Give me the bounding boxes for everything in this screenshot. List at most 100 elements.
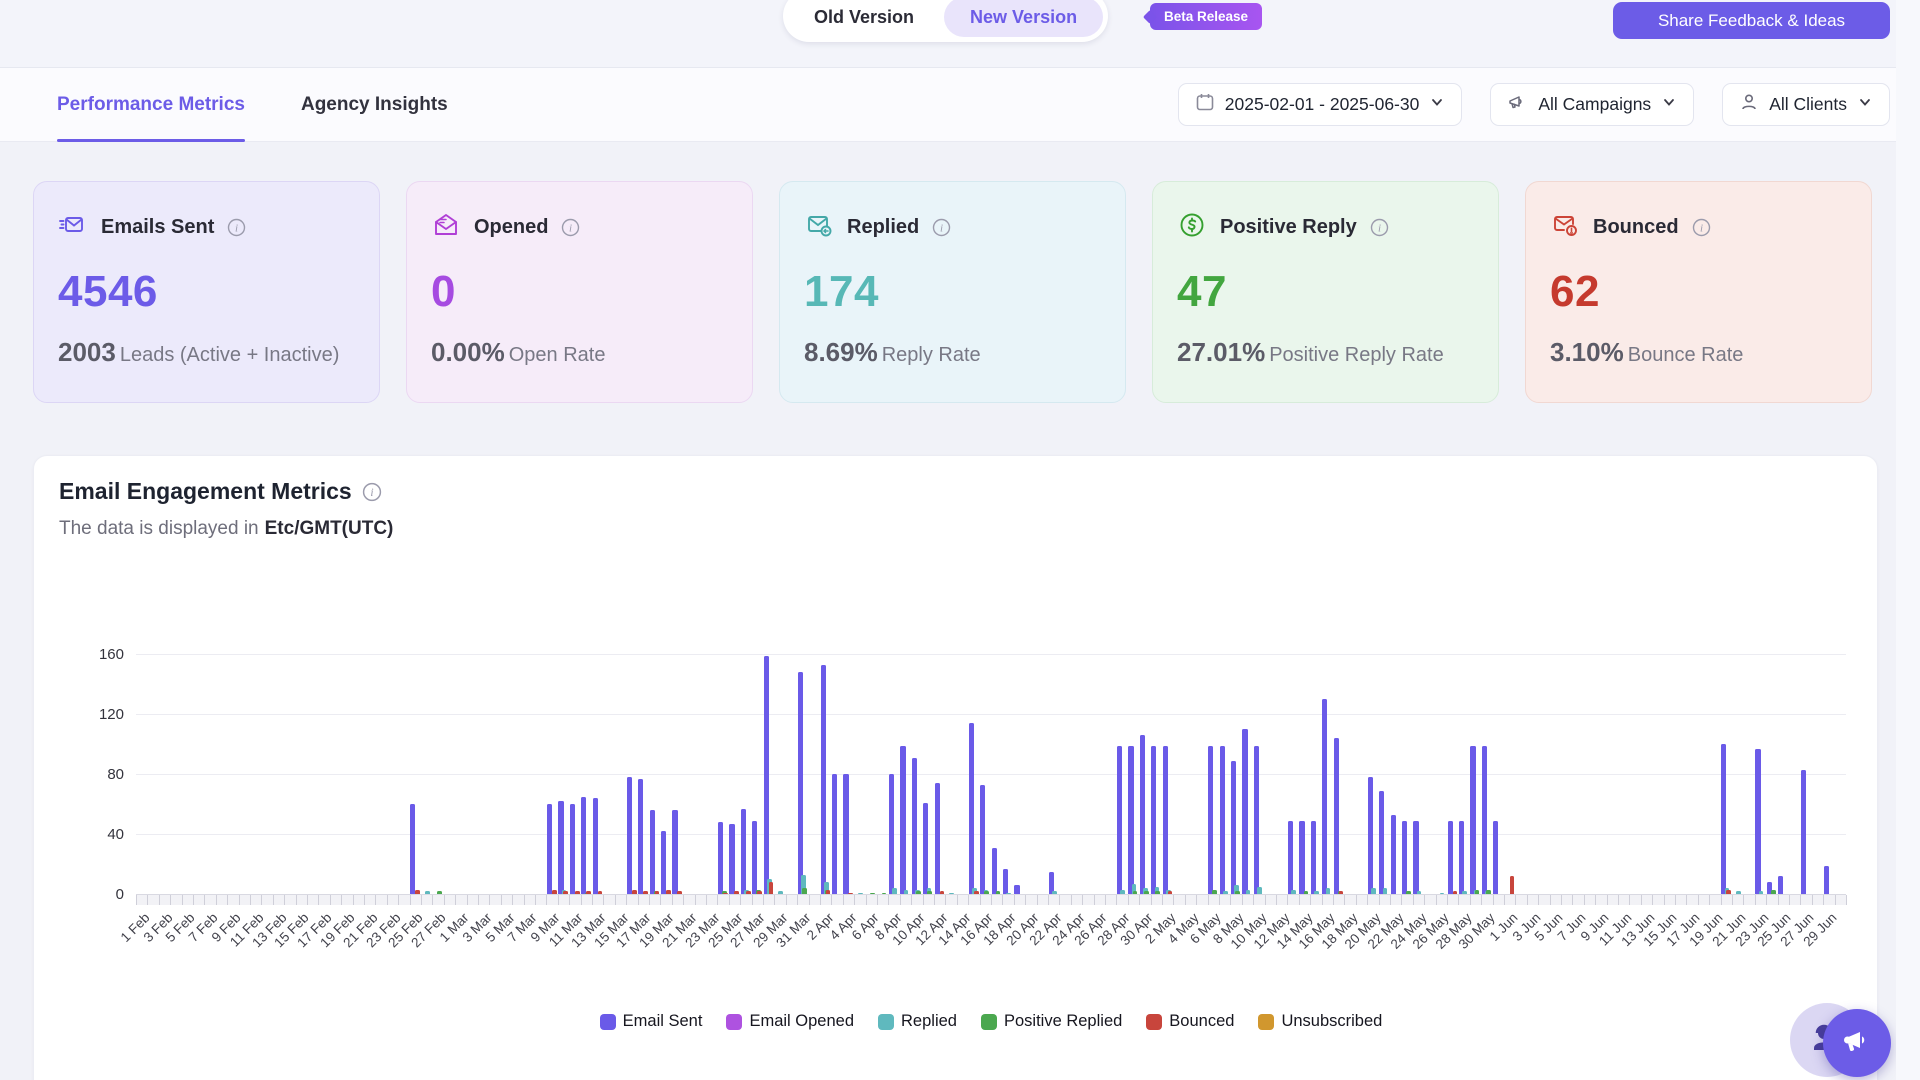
bar-email-sent[interactable] <box>1208 746 1213 895</box>
bar-email-sent[interactable] <box>1493 821 1498 895</box>
bar-email-sent[interactable] <box>1334 738 1339 894</box>
bar-email-sent[interactable] <box>935 783 940 894</box>
card-title: Emails Sent <box>101 216 214 239</box>
bar-email-sent[interactable] <box>1014 885 1019 894</box>
old-version-toggle[interactable]: Old Version <box>788 0 940 37</box>
bar-email-sent[interactable] <box>1413 821 1418 895</box>
bar-email-sent[interactable] <box>1288 821 1293 895</box>
bar-email-sent[interactable] <box>1801 770 1806 895</box>
info-icon[interactable]: i <box>561 218 580 237</box>
bar-email-sent[interactable] <box>764 656 769 895</box>
bar-email-sent[interactable] <box>1755 749 1760 895</box>
bar-email-sent[interactable] <box>1151 746 1156 895</box>
bar-email-sent[interactable] <box>1778 876 1783 894</box>
bar-email-sent[interactable] <box>752 821 757 895</box>
x-axis-tick <box>1447 895 1448 905</box>
bar-email-sent[interactable] <box>1242 729 1247 894</box>
bar-email-sent[interactable] <box>718 822 723 894</box>
x-axis-tick <box>364 895 365 905</box>
legend-item-email-sent[interactable]: Email Sent <box>600 1012 703 1031</box>
clients-filter[interactable]: All Clients <box>1722 83 1890 126</box>
bar-email-sent[interactable] <box>1117 746 1122 895</box>
bar-email-sent[interactable] <box>410 804 415 894</box>
info-icon[interactable]: i <box>227 218 246 237</box>
bar-email-sent[interactable] <box>980 785 985 895</box>
envelope-reply-icon <box>804 210 834 245</box>
bar-email-sent[interactable] <box>1003 869 1008 895</box>
x-axis-tick <box>1652 895 1653 905</box>
bar-email-sent[interactable] <box>1482 746 1487 895</box>
bar-email-sent[interactable] <box>672 810 677 894</box>
bar-email-sent[interactable] <box>1311 821 1316 895</box>
bar-email-sent[interactable] <box>1322 699 1327 894</box>
bar-email-sent[interactable] <box>547 804 552 894</box>
bar-email-sent[interactable] <box>661 831 666 894</box>
bar-bounced[interactable] <box>1510 876 1515 894</box>
legend-swatch <box>1146 1014 1162 1030</box>
bar-email-sent[interactable] <box>969 723 974 894</box>
bar-email-sent[interactable] <box>627 777 632 894</box>
tab-agency-insights[interactable]: Agency Insights <box>301 68 448 142</box>
bar-email-sent[interactable] <box>581 797 586 895</box>
new-version-toggle[interactable]: New Version <box>944 0 1103 37</box>
share-feedback-button[interactable]: Share Feedback & Ideas <box>1613 2 1890 39</box>
x-axis-tick <box>683 895 684 905</box>
tab-performance-metrics[interactable]: Performance Metrics <box>57 68 245 142</box>
announcements-fab[interactable] <box>1823 1009 1891 1077</box>
info-icon[interactable]: i <box>1692 218 1711 237</box>
bar-email-sent[interactable] <box>558 801 563 894</box>
bar-email-sent[interactable] <box>923 803 928 895</box>
x-axis-labels: 1 Feb3 Feb5 Feb7 Feb9 Feb11 Feb13 Feb15 … <box>136 910 1846 980</box>
info-icon[interactable]: i <box>1370 218 1389 237</box>
bar-email-sent[interactable] <box>1391 815 1396 895</box>
bar-email-sent[interactable] <box>570 804 575 894</box>
bar-email-sent[interactable] <box>1448 821 1453 895</box>
bar-email-sent[interactable] <box>729 824 734 895</box>
bar-email-sent[interactable] <box>912 758 917 895</box>
x-axis-tick <box>1105 895 1106 905</box>
bar-email-sent[interactable] <box>843 774 848 894</box>
bar-email-sent[interactable] <box>1824 866 1829 895</box>
bar-email-sent[interactable] <box>992 848 997 895</box>
legend-item-bounced[interactable]: Bounced <box>1146 1012 1234 1031</box>
campaigns-filter[interactable]: All Campaigns <box>1490 83 1694 126</box>
x-axis-tick <box>432 895 433 905</box>
bar-email-sent[interactable] <box>1459 821 1464 895</box>
bar-email-sent[interactable] <box>741 809 746 895</box>
bar-email-sent[interactable] <box>832 774 837 894</box>
x-axis-tick <box>1686 895 1687 905</box>
info-icon[interactable]: i <box>362 482 382 502</box>
bar-email-sent[interactable] <box>1128 746 1133 895</box>
info-icon[interactable]: i <box>932 218 951 237</box>
bar-email-sent[interactable] <box>1470 746 1475 895</box>
envelope-alert-icon <box>1550 210 1580 245</box>
legend-item-replied[interactable]: Replied <box>878 1012 957 1031</box>
metric-cards: Emails Sent i 4546 2003Leads (Active + I… <box>33 181 1872 403</box>
legend-item-email-opened[interactable]: Email Opened <box>726 1012 854 1031</box>
chevron-down-icon <box>1661 94 1677 115</box>
bar-email-sent[interactable] <box>638 779 643 895</box>
bar-email-sent[interactable] <box>889 774 894 894</box>
legend-item-positive-replied[interactable]: Positive Replied <box>981 1012 1122 1031</box>
x-axis-tick <box>1424 895 1425 905</box>
bar-bounced[interactable] <box>769 882 774 894</box>
date-range-filter[interactable]: 2025-02-01 - 2025-06-30 <box>1178 83 1463 126</box>
bar-email-sent[interactable] <box>821 665 826 895</box>
bar-email-sent[interactable] <box>900 746 905 895</box>
bar-email-sent[interactable] <box>798 672 803 894</box>
bar-email-sent[interactable] <box>1163 746 1168 895</box>
bar-email-sent[interactable] <box>1402 821 1407 895</box>
bar-email-sent[interactable] <box>1140 735 1145 894</box>
bar-email-sent[interactable] <box>1368 777 1373 894</box>
bar-email-sent[interactable] <box>1299 821 1304 895</box>
bar-email-sent[interactable] <box>1254 746 1259 895</box>
legend-item-unsubscribed[interactable]: Unsubscribed <box>1258 1012 1382 1031</box>
bar-email-sent[interactable] <box>1231 761 1236 895</box>
email-engagement-chart-card: Email Engagement Metrics i The data is d… <box>33 455 1878 1080</box>
bar-email-sent[interactable] <box>650 810 655 894</box>
bar-email-sent[interactable] <box>593 798 598 894</box>
bar-email-sent[interactable] <box>1379 791 1384 895</box>
bar-replied[interactable] <box>1257 887 1262 895</box>
bar-email-sent[interactable] <box>1220 746 1225 895</box>
bar-email-sent[interactable] <box>1721 744 1726 894</box>
